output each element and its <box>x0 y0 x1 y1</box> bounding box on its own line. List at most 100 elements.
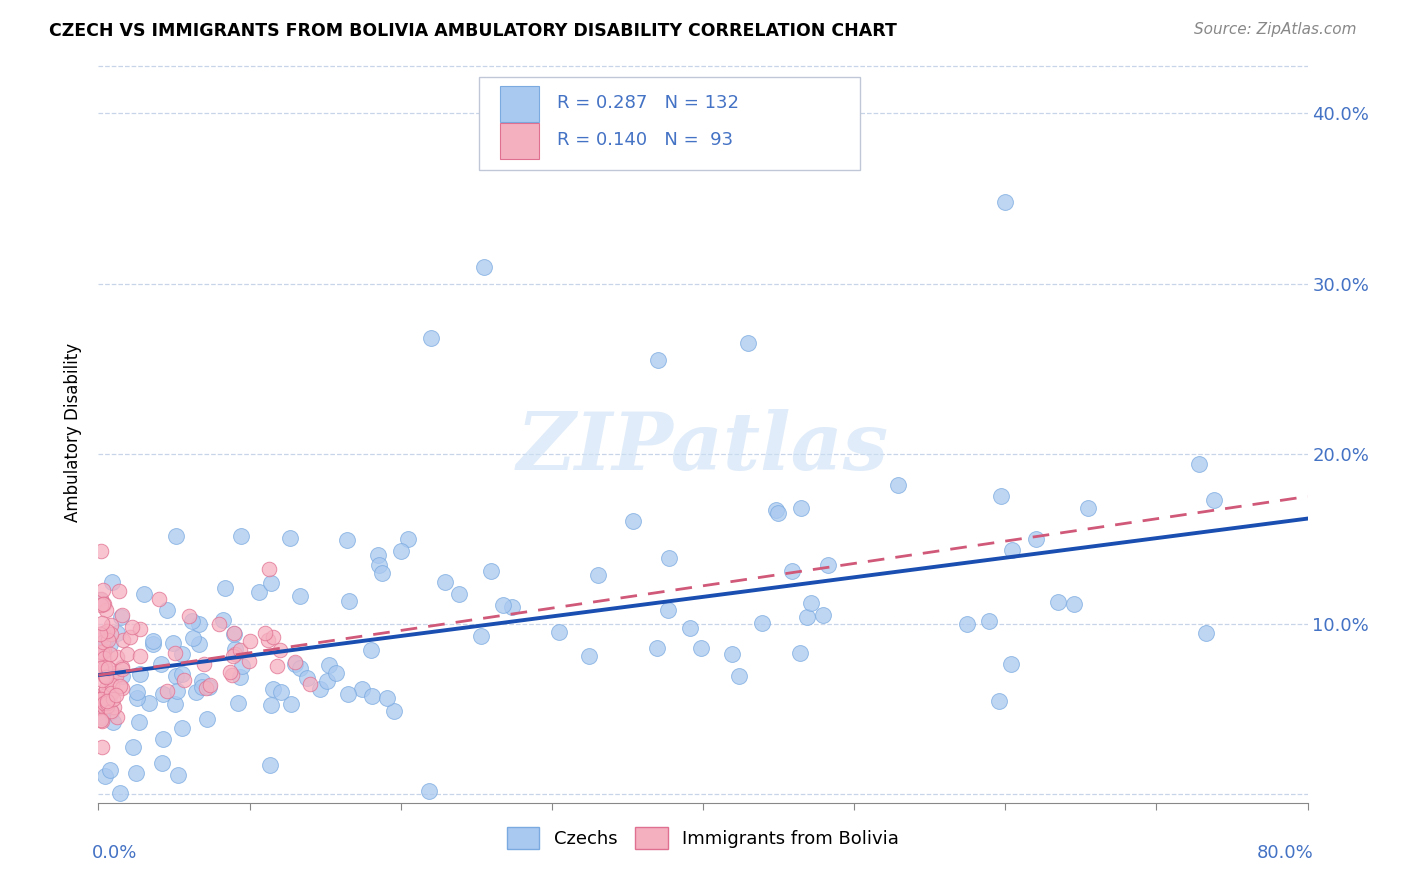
Point <box>1000 657 1022 671</box>
Point <box>224 625 246 640</box>
Point <box>375 690 398 705</box>
Point <box>336 687 359 701</box>
Point <box>751 616 773 631</box>
Point <box>163 698 186 712</box>
Point <box>89 700 111 714</box>
Point <box>96 624 118 639</box>
Point <box>90 615 112 630</box>
Point <box>224 647 246 661</box>
Point <box>350 682 373 697</box>
Point <box>195 712 218 726</box>
Point <box>111 669 134 683</box>
Point <box>789 646 811 660</box>
Point <box>111 632 134 647</box>
Text: ZIPatlas: ZIPatlas <box>517 409 889 486</box>
Point <box>107 584 129 599</box>
Point <box>266 659 288 673</box>
Point <box>108 679 131 693</box>
Point <box>166 684 188 698</box>
Point <box>229 529 252 543</box>
Point <box>101 692 124 706</box>
Point <box>337 594 360 608</box>
Point <box>125 691 148 706</box>
Point <box>104 669 127 683</box>
Point <box>256 632 278 647</box>
Point <box>800 596 823 610</box>
Point <box>93 686 115 700</box>
Point <box>97 661 120 675</box>
Point <box>108 786 131 800</box>
Point <box>208 617 231 632</box>
Point <box>90 691 112 706</box>
Point <box>93 597 115 611</box>
Point <box>128 649 150 664</box>
Point <box>172 667 194 681</box>
Point <box>94 603 117 617</box>
Point <box>1077 500 1099 515</box>
Point <box>148 591 170 606</box>
Point <box>93 644 115 658</box>
FancyBboxPatch shape <box>501 123 538 159</box>
Point <box>93 669 115 683</box>
Point <box>142 633 165 648</box>
Point <box>173 673 195 687</box>
Point <box>260 698 283 713</box>
Point <box>90 598 112 612</box>
Point <box>101 677 124 691</box>
Point <box>181 615 204 629</box>
Point <box>501 599 523 614</box>
Point <box>262 681 284 696</box>
Point <box>89 645 111 659</box>
Point <box>278 531 301 545</box>
Point <box>100 705 122 719</box>
Point <box>389 544 412 558</box>
Point <box>165 528 187 542</box>
Point <box>93 650 115 665</box>
Point <box>548 624 571 639</box>
Point <box>262 630 284 644</box>
Point <box>318 657 340 672</box>
Point <box>90 739 112 754</box>
Point <box>115 647 138 661</box>
Point <box>1046 595 1069 609</box>
Text: R = 0.287   N = 132: R = 0.287 N = 132 <box>557 95 738 112</box>
Point <box>96 694 118 708</box>
Point <box>194 681 217 696</box>
Point <box>472 260 495 274</box>
Point <box>103 699 125 714</box>
Point <box>396 533 419 547</box>
Point <box>229 670 252 684</box>
Point <box>89 641 111 656</box>
Point <box>360 642 382 657</box>
Text: 0.0%: 0.0% <box>93 844 138 862</box>
Point <box>181 632 204 646</box>
Point <box>89 626 111 640</box>
Point <box>110 610 132 624</box>
Point <box>94 662 117 676</box>
Point <box>720 647 742 661</box>
Point <box>90 713 112 727</box>
Point <box>93 699 115 714</box>
Point <box>197 680 219 694</box>
Point <box>179 608 201 623</box>
Point <box>156 683 179 698</box>
Point <box>295 672 318 686</box>
Point <box>433 574 456 589</box>
Point <box>1063 597 1085 611</box>
FancyBboxPatch shape <box>479 78 860 169</box>
Point <box>190 680 212 694</box>
Point <box>94 660 117 674</box>
Point <box>260 576 283 591</box>
Point <box>94 769 117 783</box>
Point <box>129 623 152 637</box>
Point <box>221 649 243 664</box>
Point <box>125 684 148 698</box>
Y-axis label: Ambulatory Disability: Ambulatory Disability <box>65 343 83 522</box>
Point <box>1025 532 1047 546</box>
Point <box>727 669 749 683</box>
Point <box>299 676 322 690</box>
Point <box>121 620 143 634</box>
Point <box>165 646 187 660</box>
Point <box>90 544 112 558</box>
Point <box>93 700 115 714</box>
